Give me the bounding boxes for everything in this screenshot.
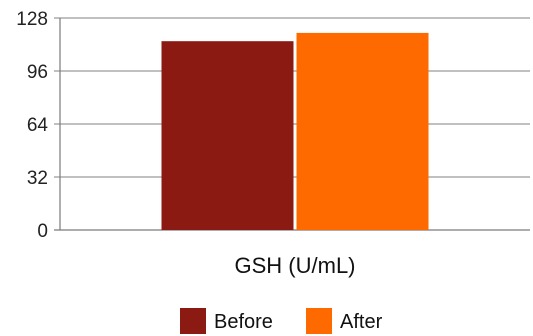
- legend-swatch-after: [306, 308, 332, 334]
- y-tick-label-128: 128: [16, 9, 48, 30]
- y-tick-label-0: 0: [37, 221, 48, 242]
- bars: [161, 32, 429, 230]
- y-tick-label-96: 96: [27, 62, 48, 83]
- legend-label-before: Before: [214, 311, 273, 333]
- x-axis-category-labels: GSH (U/mL): [235, 253, 356, 278]
- x-category-label-0: GSH (U/mL): [235, 253, 356, 278]
- y-axis-tick-labels: 0 32 64 96 128: [16, 9, 48, 242]
- legend-swatch-before: [180, 308, 206, 334]
- y-tick-label-32: 32: [27, 168, 48, 189]
- bar-before-0: [161, 41, 294, 230]
- legend-label-after: After: [340, 311, 383, 333]
- bar-after-0: [296, 32, 429, 230]
- legend: Before After: [180, 308, 383, 334]
- y-tick-label-64: 64: [27, 115, 49, 136]
